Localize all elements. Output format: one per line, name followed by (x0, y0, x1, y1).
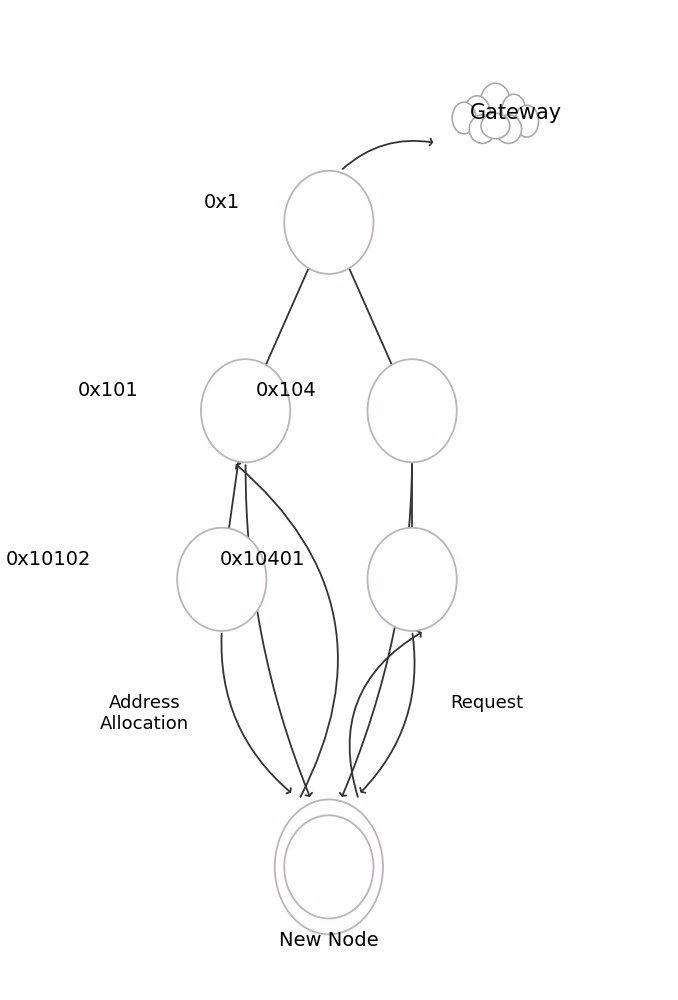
Text: Address
Allocation: Address Allocation (100, 694, 189, 733)
Ellipse shape (480, 83, 511, 128)
Text: New Node: New Node (279, 931, 378, 950)
Ellipse shape (284, 171, 374, 274)
Ellipse shape (367, 528, 457, 631)
Ellipse shape (464, 96, 490, 131)
Ellipse shape (481, 113, 510, 139)
Ellipse shape (284, 815, 374, 918)
Text: 0x104: 0x104 (256, 381, 317, 400)
Ellipse shape (452, 102, 476, 134)
Ellipse shape (177, 528, 266, 631)
Ellipse shape (275, 799, 383, 934)
Ellipse shape (469, 115, 496, 143)
Text: 0x101: 0x101 (78, 381, 138, 400)
Text: 0x1: 0x1 (203, 193, 239, 212)
Text: Request: Request (450, 694, 523, 712)
Ellipse shape (201, 359, 290, 462)
Text: 0x10401: 0x10401 (220, 550, 305, 569)
Text: 0x10102: 0x10102 (5, 550, 91, 569)
Ellipse shape (496, 115, 521, 143)
Text: Gateway: Gateway (470, 103, 562, 123)
Ellipse shape (515, 105, 538, 137)
Ellipse shape (502, 94, 525, 126)
Ellipse shape (367, 359, 457, 462)
